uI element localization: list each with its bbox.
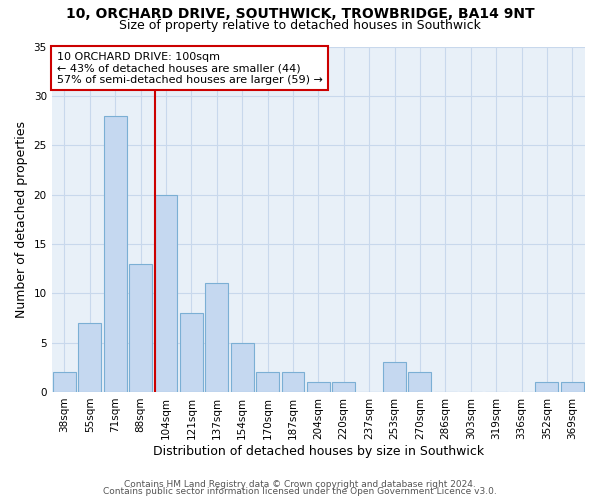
Text: 10, ORCHARD DRIVE, SOUTHWICK, TROWBRIDGE, BA14 9NT: 10, ORCHARD DRIVE, SOUTHWICK, TROWBRIDGE… xyxy=(65,8,535,22)
Bar xyxy=(535,382,559,392)
Text: Contains HM Land Registry data © Crown copyright and database right 2024.: Contains HM Land Registry data © Crown c… xyxy=(124,480,476,489)
X-axis label: Distribution of detached houses by size in Southwick: Distribution of detached houses by size … xyxy=(153,444,484,458)
Bar xyxy=(129,264,152,392)
Bar xyxy=(409,372,431,392)
Text: Contains public sector information licensed under the Open Government Licence v3: Contains public sector information licen… xyxy=(103,487,497,496)
Bar xyxy=(561,382,584,392)
Bar xyxy=(79,323,101,392)
Text: Size of property relative to detached houses in Southwick: Size of property relative to detached ho… xyxy=(119,19,481,32)
Bar xyxy=(180,313,203,392)
Bar xyxy=(256,372,279,392)
Bar xyxy=(155,194,178,392)
Bar xyxy=(307,382,330,392)
Y-axis label: Number of detached properties: Number of detached properties xyxy=(15,120,28,318)
Bar xyxy=(53,372,76,392)
Bar xyxy=(205,284,228,392)
Bar xyxy=(104,116,127,392)
Bar xyxy=(281,372,304,392)
Bar xyxy=(383,362,406,392)
Text: 10 ORCHARD DRIVE: 100sqm
← 43% of detached houses are smaller (44)
57% of semi-d: 10 ORCHARD DRIVE: 100sqm ← 43% of detach… xyxy=(57,52,323,85)
Bar xyxy=(231,342,254,392)
Bar xyxy=(332,382,355,392)
